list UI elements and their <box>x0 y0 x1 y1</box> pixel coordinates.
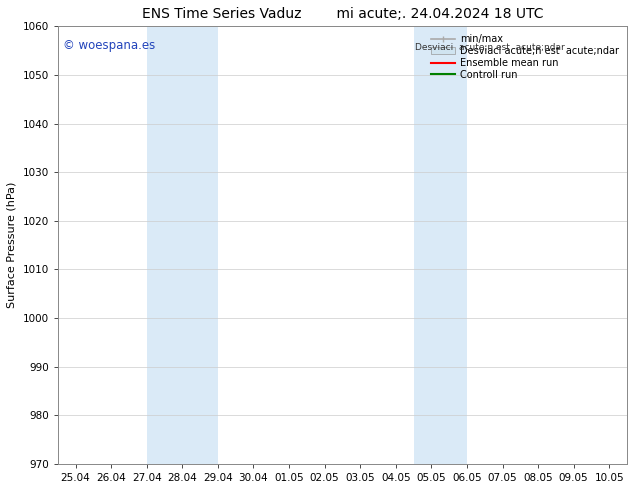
Y-axis label: Surface Pressure (hPa): Surface Pressure (hPa) <box>7 182 17 308</box>
Title: ENS Time Series Vaduz        mi acute;. 24.04.2024 18 UTC: ENS Time Series Vaduz mi acute;. 24.04.2… <box>141 7 543 21</box>
Bar <box>146 26 218 464</box>
Text: © woespana.es: © woespana.es <box>63 39 156 52</box>
Legend: min/max, Desviaci acute;n est  acute;ndar, Ensemble mean run, Controll run: min/max, Desviaci acute;n est acute;ndar… <box>428 31 622 83</box>
Bar <box>413 26 467 464</box>
Text: Desviaci  acute;n est  acute;ndar: Desviaci acute;n est acute;ndar <box>415 43 565 52</box>
